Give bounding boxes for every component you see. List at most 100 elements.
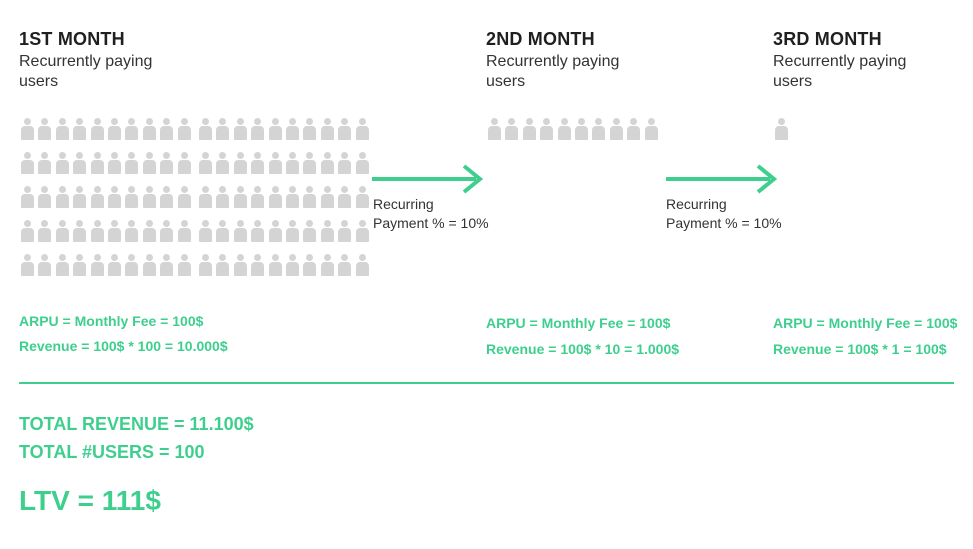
user-icon — [608, 118, 625, 152]
user-icon — [301, 118, 318, 152]
user-icon — [538, 118, 555, 152]
user-icon — [106, 152, 123, 186]
total-revenue: TOTAL REVENUE = 11.100$ — [19, 414, 254, 434]
user-icon — [556, 118, 573, 152]
user-icon — [141, 254, 158, 288]
user-icon — [89, 220, 106, 254]
user-icon — [106, 186, 123, 220]
user-icon — [176, 186, 193, 220]
ltv-value: LTV = 111$ — [19, 485, 161, 516]
user-icon — [336, 186, 353, 220]
user-icon — [197, 220, 214, 254]
user-icon — [336, 220, 353, 254]
user-icon — [89, 118, 106, 152]
user-icon — [214, 118, 231, 152]
user-icon — [336, 152, 353, 186]
user-icon — [336, 118, 353, 152]
user-icon — [123, 254, 140, 288]
month-1-arpu: ARPU = Monthly Fee = 100$ — [19, 313, 204, 329]
month-3-title: 3RD MONTH — [773, 29, 882, 49]
user-icon — [319, 220, 336, 254]
user-icon — [284, 186, 301, 220]
arrow-2-label: Recurring Payment % = 10% — [666, 195, 782, 233]
user-icon — [71, 186, 88, 220]
month-2-user-grid — [486, 118, 660, 152]
month-1-user-grid — [19, 118, 193, 288]
user-icon — [106, 118, 123, 152]
user-icon — [54, 152, 71, 186]
user-icon — [354, 220, 371, 254]
user-icon — [54, 186, 71, 220]
user-icon — [36, 254, 53, 288]
user-icon — [123, 220, 140, 254]
user-icon — [71, 220, 88, 254]
user-icon — [106, 220, 123, 254]
month-1-user-grid-right — [197, 118, 371, 288]
user-icon — [214, 152, 231, 186]
user-icon — [158, 254, 175, 288]
user-icon — [267, 186, 284, 220]
arrow-1-label: Recurring Payment % = 10% — [373, 195, 489, 233]
user-icon — [301, 254, 318, 288]
user-icon — [214, 186, 231, 220]
user-icon — [232, 186, 249, 220]
arrow-2-label-line1: Recurring — [666, 196, 727, 212]
user-icon — [89, 254, 106, 288]
arrow-2-label-line2: Payment % = 10% — [666, 215, 782, 231]
user-icon — [123, 186, 140, 220]
total-users: TOTAL #USERS = 100 — [19, 442, 205, 462]
user-icon — [36, 118, 53, 152]
user-icon — [19, 254, 36, 288]
user-icon — [301, 186, 318, 220]
user-icon — [141, 118, 158, 152]
user-icon — [71, 118, 88, 152]
month-3-user-grid — [773, 118, 790, 152]
month-1-title: 1ST MONTH — [19, 29, 125, 49]
user-icon — [71, 254, 88, 288]
user-icon — [232, 220, 249, 254]
arrow-right-icon — [666, 164, 778, 194]
user-icon — [354, 254, 371, 288]
divider — [19, 382, 954, 384]
user-icon — [267, 254, 284, 288]
user-icon — [158, 186, 175, 220]
user-icon — [354, 186, 371, 220]
user-icon — [503, 118, 520, 152]
user-icon — [232, 254, 249, 288]
user-icon — [643, 118, 660, 152]
user-icon — [573, 118, 590, 152]
user-icon — [36, 152, 53, 186]
user-icon — [284, 152, 301, 186]
user-icon — [158, 118, 175, 152]
user-icon — [249, 254, 266, 288]
user-icon — [19, 152, 36, 186]
user-icon — [773, 118, 790, 152]
user-icon — [54, 254, 71, 288]
user-icon — [158, 220, 175, 254]
user-icon — [71, 152, 88, 186]
user-icon — [284, 220, 301, 254]
user-icon — [301, 152, 318, 186]
user-icon — [249, 220, 266, 254]
user-icon — [176, 220, 193, 254]
user-icon — [54, 118, 71, 152]
user-icon — [19, 220, 36, 254]
user-icon — [197, 152, 214, 186]
user-icon — [267, 152, 284, 186]
user-icon — [19, 118, 36, 152]
user-icon — [232, 118, 249, 152]
user-icon — [176, 152, 193, 186]
user-icon — [319, 254, 336, 288]
user-icon — [249, 118, 266, 152]
user-icon — [123, 118, 140, 152]
user-icon — [267, 220, 284, 254]
user-icon — [19, 186, 36, 220]
month-3-arpu: ARPU = Monthly Fee = 100$ — [773, 315, 958, 331]
user-icon — [354, 118, 371, 152]
user-icon — [197, 254, 214, 288]
user-icon — [176, 118, 193, 152]
arrow-right-icon — [372, 164, 484, 194]
user-icon — [141, 152, 158, 186]
user-icon — [590, 118, 607, 152]
user-icon — [319, 118, 336, 152]
